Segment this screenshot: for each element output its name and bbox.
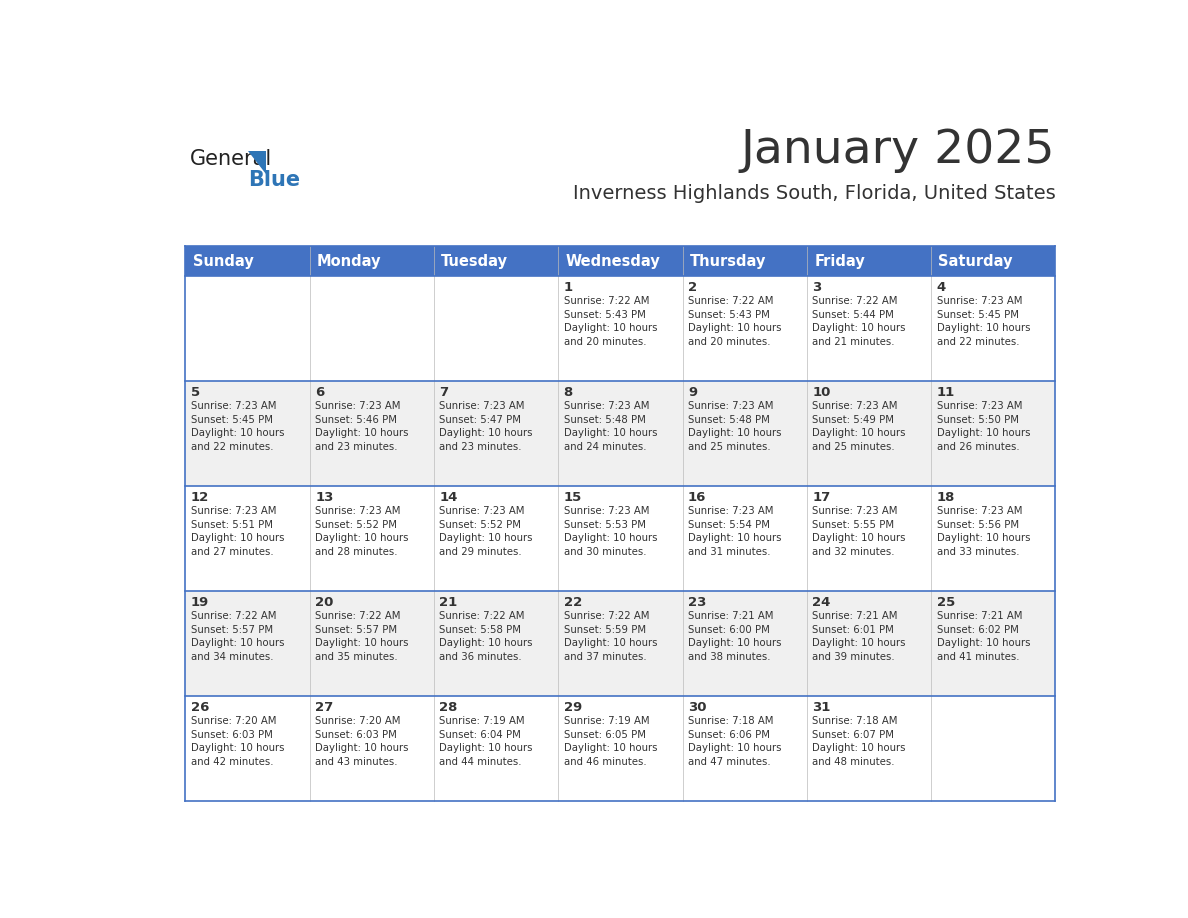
Text: Sunrise: 7:23 AM
Sunset: 5:54 PM
Daylight: 10 hours
and 31 minutes.: Sunrise: 7:23 AM Sunset: 5:54 PM Dayligh…: [688, 506, 782, 557]
Bar: [185, 591, 1055, 697]
Text: Sunrise: 7:22 AM
Sunset: 5:43 PM
Daylight: 10 hours
and 20 minutes.: Sunrise: 7:22 AM Sunset: 5:43 PM Dayligh…: [688, 297, 782, 347]
Bar: [185, 487, 1055, 591]
Text: Sunrise: 7:23 AM
Sunset: 5:56 PM
Daylight: 10 hours
and 33 minutes.: Sunrise: 7:23 AM Sunset: 5:56 PM Dayligh…: [936, 506, 1030, 557]
Text: Sunrise: 7:23 AM
Sunset: 5:55 PM
Daylight: 10 hours
and 32 minutes.: Sunrise: 7:23 AM Sunset: 5:55 PM Dayligh…: [813, 506, 905, 557]
Text: 23: 23: [688, 597, 707, 610]
Text: 5: 5: [191, 386, 200, 399]
Text: Sunrise: 7:23 AM
Sunset: 5:48 PM
Daylight: 10 hours
and 24 minutes.: Sunrise: 7:23 AM Sunset: 5:48 PM Dayligh…: [564, 401, 657, 452]
Text: Thursday: Thursday: [690, 253, 766, 269]
Polygon shape: [248, 151, 266, 174]
Text: Sunrise: 7:23 AM
Sunset: 5:47 PM
Daylight: 10 hours
and 23 minutes.: Sunrise: 7:23 AM Sunset: 5:47 PM Dayligh…: [440, 401, 533, 452]
Text: Sunday: Sunday: [192, 253, 253, 269]
Text: Saturday: Saturday: [939, 253, 1013, 269]
Text: January 2025: January 2025: [741, 128, 1055, 173]
Text: Sunrise: 7:23 AM
Sunset: 5:52 PM
Daylight: 10 hours
and 29 minutes.: Sunrise: 7:23 AM Sunset: 5:52 PM Dayligh…: [440, 506, 533, 557]
Text: 9: 9: [688, 386, 697, 399]
Text: Sunrise: 7:18 AM
Sunset: 6:07 PM
Daylight: 10 hours
and 48 minutes.: Sunrise: 7:18 AM Sunset: 6:07 PM Dayligh…: [813, 716, 905, 767]
Text: 22: 22: [564, 597, 582, 610]
Text: 2: 2: [688, 281, 697, 295]
Text: Sunrise: 7:21 AM
Sunset: 6:02 PM
Daylight: 10 hours
and 41 minutes.: Sunrise: 7:21 AM Sunset: 6:02 PM Dayligh…: [936, 611, 1030, 662]
Text: Sunrise: 7:19 AM
Sunset: 6:05 PM
Daylight: 10 hours
and 46 minutes.: Sunrise: 7:19 AM Sunset: 6:05 PM Dayligh…: [564, 716, 657, 767]
Text: 21: 21: [440, 597, 457, 610]
Bar: [185, 381, 1055, 487]
Text: Sunrise: 7:19 AM
Sunset: 6:04 PM
Daylight: 10 hours
and 44 minutes.: Sunrise: 7:19 AM Sunset: 6:04 PM Dayligh…: [440, 716, 533, 767]
Text: Sunrise: 7:20 AM
Sunset: 6:03 PM
Daylight: 10 hours
and 42 minutes.: Sunrise: 7:20 AM Sunset: 6:03 PM Dayligh…: [191, 716, 284, 767]
Text: 13: 13: [315, 491, 334, 504]
Text: 28: 28: [440, 701, 457, 714]
Text: Friday: Friday: [814, 253, 865, 269]
Text: General: General: [190, 149, 272, 169]
Text: 6: 6: [315, 386, 324, 399]
Text: Sunrise: 7:22 AM
Sunset: 5:57 PM
Daylight: 10 hours
and 35 minutes.: Sunrise: 7:22 AM Sunset: 5:57 PM Dayligh…: [315, 611, 409, 662]
Text: Blue: Blue: [248, 170, 301, 190]
Bar: [185, 276, 1055, 381]
Text: 15: 15: [564, 491, 582, 504]
Text: Sunrise: 7:23 AM
Sunset: 5:52 PM
Daylight: 10 hours
and 28 minutes.: Sunrise: 7:23 AM Sunset: 5:52 PM Dayligh…: [315, 506, 409, 557]
Text: Sunrise: 7:23 AM
Sunset: 5:45 PM
Daylight: 10 hours
and 22 minutes.: Sunrise: 7:23 AM Sunset: 5:45 PM Dayligh…: [191, 401, 284, 452]
Text: Sunrise: 7:23 AM
Sunset: 5:49 PM
Daylight: 10 hours
and 25 minutes.: Sunrise: 7:23 AM Sunset: 5:49 PM Dayligh…: [813, 401, 905, 452]
Text: Sunrise: 7:22 AM
Sunset: 5:58 PM
Daylight: 10 hours
and 36 minutes.: Sunrise: 7:22 AM Sunset: 5:58 PM Dayligh…: [440, 611, 533, 662]
Text: Sunrise: 7:22 AM
Sunset: 5:44 PM
Daylight: 10 hours
and 21 minutes.: Sunrise: 7:22 AM Sunset: 5:44 PM Dayligh…: [813, 297, 905, 347]
Text: 8: 8: [564, 386, 573, 399]
Text: 30: 30: [688, 701, 707, 714]
Text: Sunrise: 7:21 AM
Sunset: 6:01 PM
Daylight: 10 hours
and 39 minutes.: Sunrise: 7:21 AM Sunset: 6:01 PM Dayligh…: [813, 611, 905, 662]
Text: 31: 31: [813, 701, 830, 714]
Text: Sunrise: 7:22 AM
Sunset: 5:59 PM
Daylight: 10 hours
and 37 minutes.: Sunrise: 7:22 AM Sunset: 5:59 PM Dayligh…: [564, 611, 657, 662]
Text: 14: 14: [440, 491, 457, 504]
Text: 18: 18: [936, 491, 955, 504]
Text: Sunrise: 7:23 AM
Sunset: 5:48 PM
Daylight: 10 hours
and 25 minutes.: Sunrise: 7:23 AM Sunset: 5:48 PM Dayligh…: [688, 401, 782, 452]
Text: 25: 25: [936, 597, 955, 610]
Text: Sunrise: 7:23 AM
Sunset: 5:53 PM
Daylight: 10 hours
and 30 minutes.: Sunrise: 7:23 AM Sunset: 5:53 PM Dayligh…: [564, 506, 657, 557]
Text: Sunrise: 7:22 AM
Sunset: 5:43 PM
Daylight: 10 hours
and 20 minutes.: Sunrise: 7:22 AM Sunset: 5:43 PM Dayligh…: [564, 297, 657, 347]
Text: 16: 16: [688, 491, 707, 504]
Text: 20: 20: [315, 597, 334, 610]
Text: Sunrise: 7:18 AM
Sunset: 6:06 PM
Daylight: 10 hours
and 47 minutes.: Sunrise: 7:18 AM Sunset: 6:06 PM Dayligh…: [688, 716, 782, 767]
Text: 7: 7: [440, 386, 449, 399]
Text: 12: 12: [191, 491, 209, 504]
Text: Monday: Monday: [317, 253, 381, 269]
Text: 3: 3: [813, 281, 822, 295]
Text: Tuesday: Tuesday: [441, 253, 508, 269]
Text: 27: 27: [315, 701, 334, 714]
Text: Sunrise: 7:22 AM
Sunset: 5:57 PM
Daylight: 10 hours
and 34 minutes.: Sunrise: 7:22 AM Sunset: 5:57 PM Dayligh…: [191, 611, 284, 662]
Text: Sunrise: 7:21 AM
Sunset: 6:00 PM
Daylight: 10 hours
and 38 minutes.: Sunrise: 7:21 AM Sunset: 6:00 PM Dayligh…: [688, 611, 782, 662]
Bar: [185, 697, 1055, 801]
Text: 1: 1: [564, 281, 573, 295]
Text: Inverness Highlands South, Florida, United States: Inverness Highlands South, Florida, Unit…: [573, 185, 1055, 204]
Text: 26: 26: [191, 701, 209, 714]
Bar: [185, 246, 1055, 276]
Text: Sunrise: 7:23 AM
Sunset: 5:51 PM
Daylight: 10 hours
and 27 minutes.: Sunrise: 7:23 AM Sunset: 5:51 PM Dayligh…: [191, 506, 284, 557]
Text: Sunrise: 7:23 AM
Sunset: 5:45 PM
Daylight: 10 hours
and 22 minutes.: Sunrise: 7:23 AM Sunset: 5:45 PM Dayligh…: [936, 297, 1030, 347]
Text: Sunrise: 7:23 AM
Sunset: 5:46 PM
Daylight: 10 hours
and 23 minutes.: Sunrise: 7:23 AM Sunset: 5:46 PM Dayligh…: [315, 401, 409, 452]
Text: 17: 17: [813, 491, 830, 504]
Text: 10: 10: [813, 386, 830, 399]
Text: 29: 29: [564, 701, 582, 714]
Text: 24: 24: [813, 597, 830, 610]
Text: 11: 11: [936, 386, 955, 399]
Text: Sunrise: 7:20 AM
Sunset: 6:03 PM
Daylight: 10 hours
and 43 minutes.: Sunrise: 7:20 AM Sunset: 6:03 PM Dayligh…: [315, 716, 409, 767]
Text: 19: 19: [191, 597, 209, 610]
Text: Sunrise: 7:23 AM
Sunset: 5:50 PM
Daylight: 10 hours
and 26 minutes.: Sunrise: 7:23 AM Sunset: 5:50 PM Dayligh…: [936, 401, 1030, 452]
Text: Wednesday: Wednesday: [565, 253, 661, 269]
Text: 4: 4: [936, 281, 946, 295]
